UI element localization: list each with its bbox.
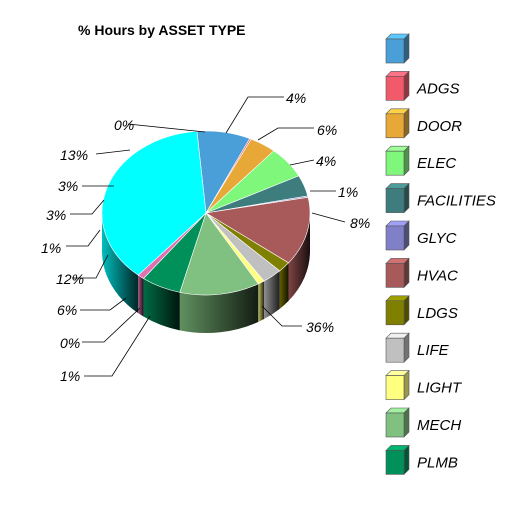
- pie-side-7: [279, 262, 289, 309]
- legend-item-glyc: GLYC: [385, 220, 457, 251]
- slice-label-8: 3%: [58, 178, 78, 194]
- legend-label-8: LIFE: [417, 342, 450, 359]
- slice-label-0: 8%: [350, 215, 370, 231]
- legend-label-3: ELEC: [417, 155, 456, 172]
- legend-item-unnamed: [385, 33, 410, 64]
- extra-label-4: 0%: [60, 335, 80, 351]
- legend-label-11: PLMB: [417, 454, 458, 471]
- legend-swatch-8: [385, 337, 405, 363]
- slice-label-12: 1%: [60, 368, 80, 384]
- leader-line-13: [261, 305, 302, 327]
- legend-swatch-2: [385, 113, 405, 139]
- legend-label-5: GLYC: [417, 230, 457, 247]
- slice-label-11: 6%: [57, 302, 77, 318]
- legend-swatch-4: [385, 188, 405, 213]
- slice-label-4: 4%: [286, 90, 306, 106]
- pie-side-9: [258, 281, 265, 322]
- pie-slice-hvac: [205, 196, 311, 264]
- legend-swatch-1: [385, 76, 405, 101]
- pie-slice-unnamed-13: [101, 130, 207, 276]
- legend-label-1: ADGS: [416, 80, 460, 97]
- legend-swatch-11: [385, 450, 405, 475]
- legend-swatch-5: [385, 225, 405, 251]
- extra-leader-3: [66, 229, 101, 247]
- legend-item-mech: MECH: [385, 407, 461, 438]
- legend-label-2: DOOR: [417, 118, 462, 135]
- legend-swatch-6: [385, 263, 405, 288]
- slice-label-10: 12%: [56, 271, 84, 287]
- legend-swatch-10: [385, 412, 405, 438]
- legend-swatch-9: [385, 375, 405, 400]
- extra-leader-0: [127, 123, 206, 133]
- leader-line-11: [80, 297, 127, 311]
- legend-item-hvac: HVAC: [385, 257, 458, 289]
- legend-item-plmb: PLMB: [385, 444, 458, 476]
- legend-swatch-0: [385, 38, 405, 64]
- leader-line-10: [72, 254, 109, 279]
- slice-label-3: 6%: [317, 122, 337, 138]
- leader-line-3: [257, 127, 314, 141]
- pie-side-6: [288, 213, 310, 301]
- legend-item-life: LIFE: [385, 332, 450, 363]
- leader-line-0: [311, 212, 346, 223]
- chart-title: % Hours by ASSET TYPE: [78, 22, 246, 38]
- legend-swatch-3: [385, 150, 405, 176]
- pie-side-8: [264, 270, 280, 320]
- legend-item-door: DOOR: [385, 108, 462, 139]
- legend-item-adgs: ADGS: [385, 70, 460, 102]
- leader-line-6: [95, 149, 131, 155]
- extra-label-0: 0%: [114, 117, 134, 133]
- slice-label-2: 4%: [316, 153, 336, 169]
- slice-label-6: 13%: [60, 147, 88, 163]
- slice-label-13: 36%: [306, 319, 334, 335]
- legend-item-elec: ELEC: [385, 145, 456, 176]
- legend-label-7: LDGS: [417, 305, 458, 322]
- pie-labels: 8% 4% 6% 4% 13% 3% 12% 6% 36% 0% 1% 3% 1% 0% 1%: [41, 90, 370, 384]
- pie-side-11: [143, 278, 180, 331]
- leader-line-4: [225, 96, 284, 134]
- legend-label-6: HVAC: [417, 267, 458, 284]
- extra-label-1: 1%: [338, 184, 358, 200]
- extra-label-3: 1%: [41, 240, 61, 256]
- legend-label-4: FACILITIES: [417, 193, 496, 210]
- legend-label-9: LIGHT: [417, 380, 463, 397]
- pie-side-10: [179, 283, 259, 333]
- pie-side-12: [138, 275, 144, 317]
- legend-swatch-7: [385, 300, 405, 326]
- pie-top: [101, 130, 311, 296]
- leader-line-12: [84, 315, 151, 377]
- legend-item-ldgs: LDGS: [385, 295, 458, 326]
- extra-leader-4: [82, 307, 141, 343]
- legend-item-facilities: FACILITIES: [385, 182, 496, 214]
- legend-label-10: MECH: [417, 417, 461, 434]
- pie-side-13: [102, 213, 139, 314]
- extra-leader-2: [70, 199, 105, 215]
- leader-line-2: [289, 159, 315, 166]
- pie-sides: [102, 213, 310, 333]
- legend-item-light: LIGHT: [385, 369, 463, 401]
- extra-label-2: 3%: [46, 207, 66, 223]
